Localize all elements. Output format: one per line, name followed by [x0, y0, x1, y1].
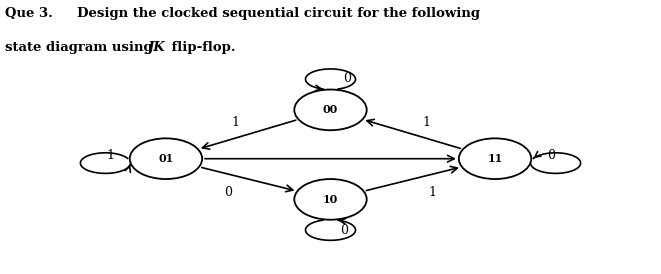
Text: 0: 0: [340, 224, 348, 237]
Text: 1: 1: [422, 116, 430, 129]
Text: 0: 0: [225, 186, 233, 199]
Text: 11: 11: [487, 153, 502, 164]
Text: 1: 1: [106, 150, 114, 162]
Text: 00: 00: [323, 104, 338, 115]
Text: 10: 10: [323, 194, 338, 205]
Text: JK: JK: [147, 41, 165, 54]
Text: Que 3.: Que 3.: [5, 7, 53, 20]
Text: flip-flop.: flip-flop.: [167, 41, 236, 54]
Text: 0: 0: [343, 72, 351, 85]
Text: 1: 1: [231, 116, 239, 129]
Text: state diagram using: state diagram using: [5, 41, 157, 54]
Text: 0: 0: [547, 150, 555, 162]
Text: 01: 01: [159, 153, 174, 164]
Text: 1: 1: [428, 186, 436, 199]
Text: Design the clocked sequential circuit for the following: Design the clocked sequential circuit fo…: [77, 7, 480, 20]
